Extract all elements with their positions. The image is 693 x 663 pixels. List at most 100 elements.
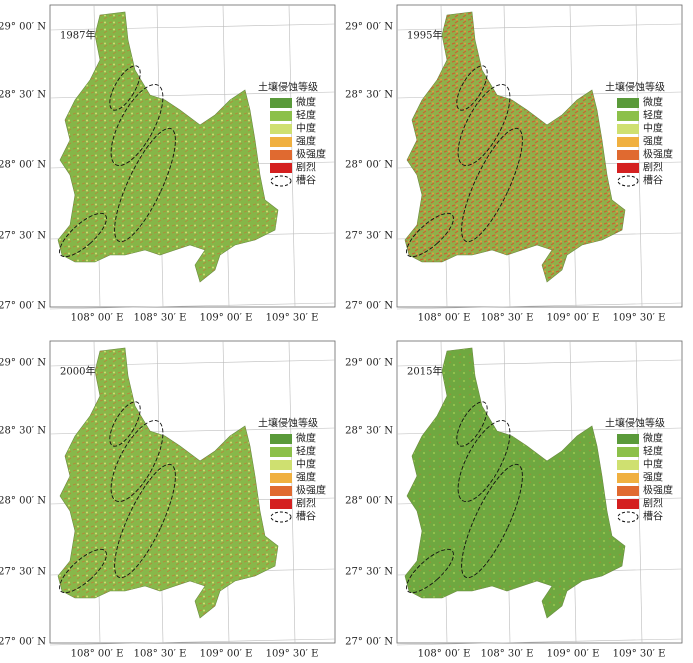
legend-swatch [617, 486, 639, 496]
legend-label: 中度 [643, 458, 663, 471]
legend-title: 土壤侵蚀等级 [258, 417, 318, 430]
legend-label: 强度 [643, 471, 663, 484]
legend-label: 槽谷 [296, 174, 316, 187]
legend-label: 槽谷 [643, 510, 663, 523]
lat-label: 28° 30′ N [345, 426, 393, 437]
legend-trough-symbol [617, 175, 639, 187]
legend-label: 微度 [643, 432, 663, 445]
trough-valley [59, 548, 107, 594]
legend-swatch [617, 137, 639, 147]
legend-swatch [617, 150, 639, 160]
trough-valley [59, 212, 107, 258]
trough-valley [406, 212, 454, 258]
legend-swatch [617, 460, 639, 470]
legend-label: 槽谷 [296, 510, 316, 523]
legend-label: 剧烈 [643, 162, 663, 174]
legend-swatch [270, 124, 292, 134]
study-area [57, 11, 279, 283]
legend-trough-symbol [270, 511, 292, 523]
legend-label: 微度 [296, 96, 316, 109]
lon-label: 109° 00′ E [547, 313, 600, 324]
trough-valley [461, 463, 523, 579]
lat-label: 28° 00′ N [0, 496, 46, 507]
legend-swatch [270, 447, 292, 457]
legend-swatch [617, 98, 639, 108]
year-label: 2000年 [60, 365, 95, 378]
lon-label: 108° 30′ E [134, 313, 187, 324]
legend-swatch [617, 434, 639, 444]
study-area [57, 347, 279, 619]
year-label: 1987年 [60, 29, 95, 42]
legend-trough-symbol [617, 511, 639, 523]
legend-swatch [617, 447, 639, 457]
legend-swatch [270, 499, 292, 509]
legend-label: 中度 [296, 458, 316, 471]
legend-label: 极强度 [643, 484, 673, 497]
legend-swatch [270, 473, 292, 483]
legend-title: 土壤侵蚀等级 [258, 81, 318, 94]
trough-valley [456, 401, 488, 447]
legend-swatch [270, 98, 292, 108]
lat-label: 28° 30′ N [0, 90, 46, 101]
lat-label: 29° 00′ N [345, 358, 393, 369]
legend-label: 极强度 [296, 148, 326, 161]
trough-valley [109, 65, 141, 111]
lon-label: 108° 30′ E [481, 649, 534, 660]
legend-swatch [617, 111, 639, 121]
legend-label: 槽谷 [643, 174, 663, 187]
lat-label: 27° 30′ N [345, 567, 393, 578]
lon-label: 109° 00′ E [200, 313, 253, 324]
legend-label: 强度 [296, 471, 316, 484]
trough-valley [110, 420, 164, 502]
year-label: 1995年 [407, 29, 442, 42]
trough-valley [406, 548, 454, 594]
map-panel: 29° 00′ N 28° 30′ N 28° 00′ N 27° 30′ N 27° … [345, 4, 683, 324]
lon-label: 108° 00′ E [71, 649, 124, 660]
lon-label: 109° 30′ E [613, 313, 666, 324]
lon-label: 108° 30′ E [481, 313, 534, 324]
trough-valley [456, 65, 488, 111]
legend-swatch [270, 460, 292, 470]
legend-swatch [270, 434, 292, 444]
legend-label: 剧烈 [296, 498, 316, 510]
legend-swatch [617, 473, 639, 483]
lon-label: 108° 00′ E [418, 649, 471, 660]
legend-label: 剧烈 [643, 498, 663, 510]
lat-label: 29° 00′ N [0, 22, 46, 33]
trough-valley [457, 420, 511, 502]
legend-title: 土壤侵蚀等级 [605, 81, 665, 94]
lon-label: 109° 30′ E [266, 649, 319, 660]
graticule [396, 638, 683, 646]
trough-valley [109, 401, 141, 447]
graticule [49, 638, 336, 646]
legend-swatch [270, 150, 292, 160]
legend-swatch [617, 124, 639, 134]
study-area [404, 347, 626, 619]
lat-label: 28° 00′ N [345, 160, 393, 171]
legend-label: 轻度 [643, 445, 663, 458]
legend-label: 强度 [296, 135, 316, 148]
legend-swatch [617, 163, 639, 173]
trough-valley [461, 127, 523, 243]
legend-label: 轻度 [296, 109, 316, 122]
legend-swatch [270, 111, 292, 121]
lat-label: 28° 30′ N [345, 90, 393, 101]
trough-valley [457, 84, 511, 166]
lon-label: 108° 00′ E [418, 313, 471, 324]
lat-label: 27° 00′ N [0, 637, 46, 648]
legend-label: 微度 [296, 432, 316, 445]
lat-label: 29° 00′ N [0, 358, 46, 369]
year-label: 2015年 [407, 365, 442, 378]
trough-valley [110, 84, 164, 166]
legend-label: 轻度 [643, 109, 663, 122]
trough-valley [114, 127, 176, 243]
map-panel: 29° 00′ N 28° 30′ N 28° 00′ N 27° 30′ N 27° … [0, 4, 336, 324]
legend-label: 中度 [296, 122, 316, 135]
legend-label: 微度 [643, 96, 663, 109]
legend-label: 轻度 [296, 445, 316, 458]
lat-label: 27° 30′ N [345, 231, 393, 242]
lat-label: 27° 00′ N [0, 301, 46, 312]
lon-label: 108° 00′ E [71, 313, 124, 324]
map-panel: 29° 00′ N 28° 30′ N 28° 00′ N 27° 30′ N 27° … [345, 340, 683, 660]
legend-swatch [270, 163, 292, 173]
